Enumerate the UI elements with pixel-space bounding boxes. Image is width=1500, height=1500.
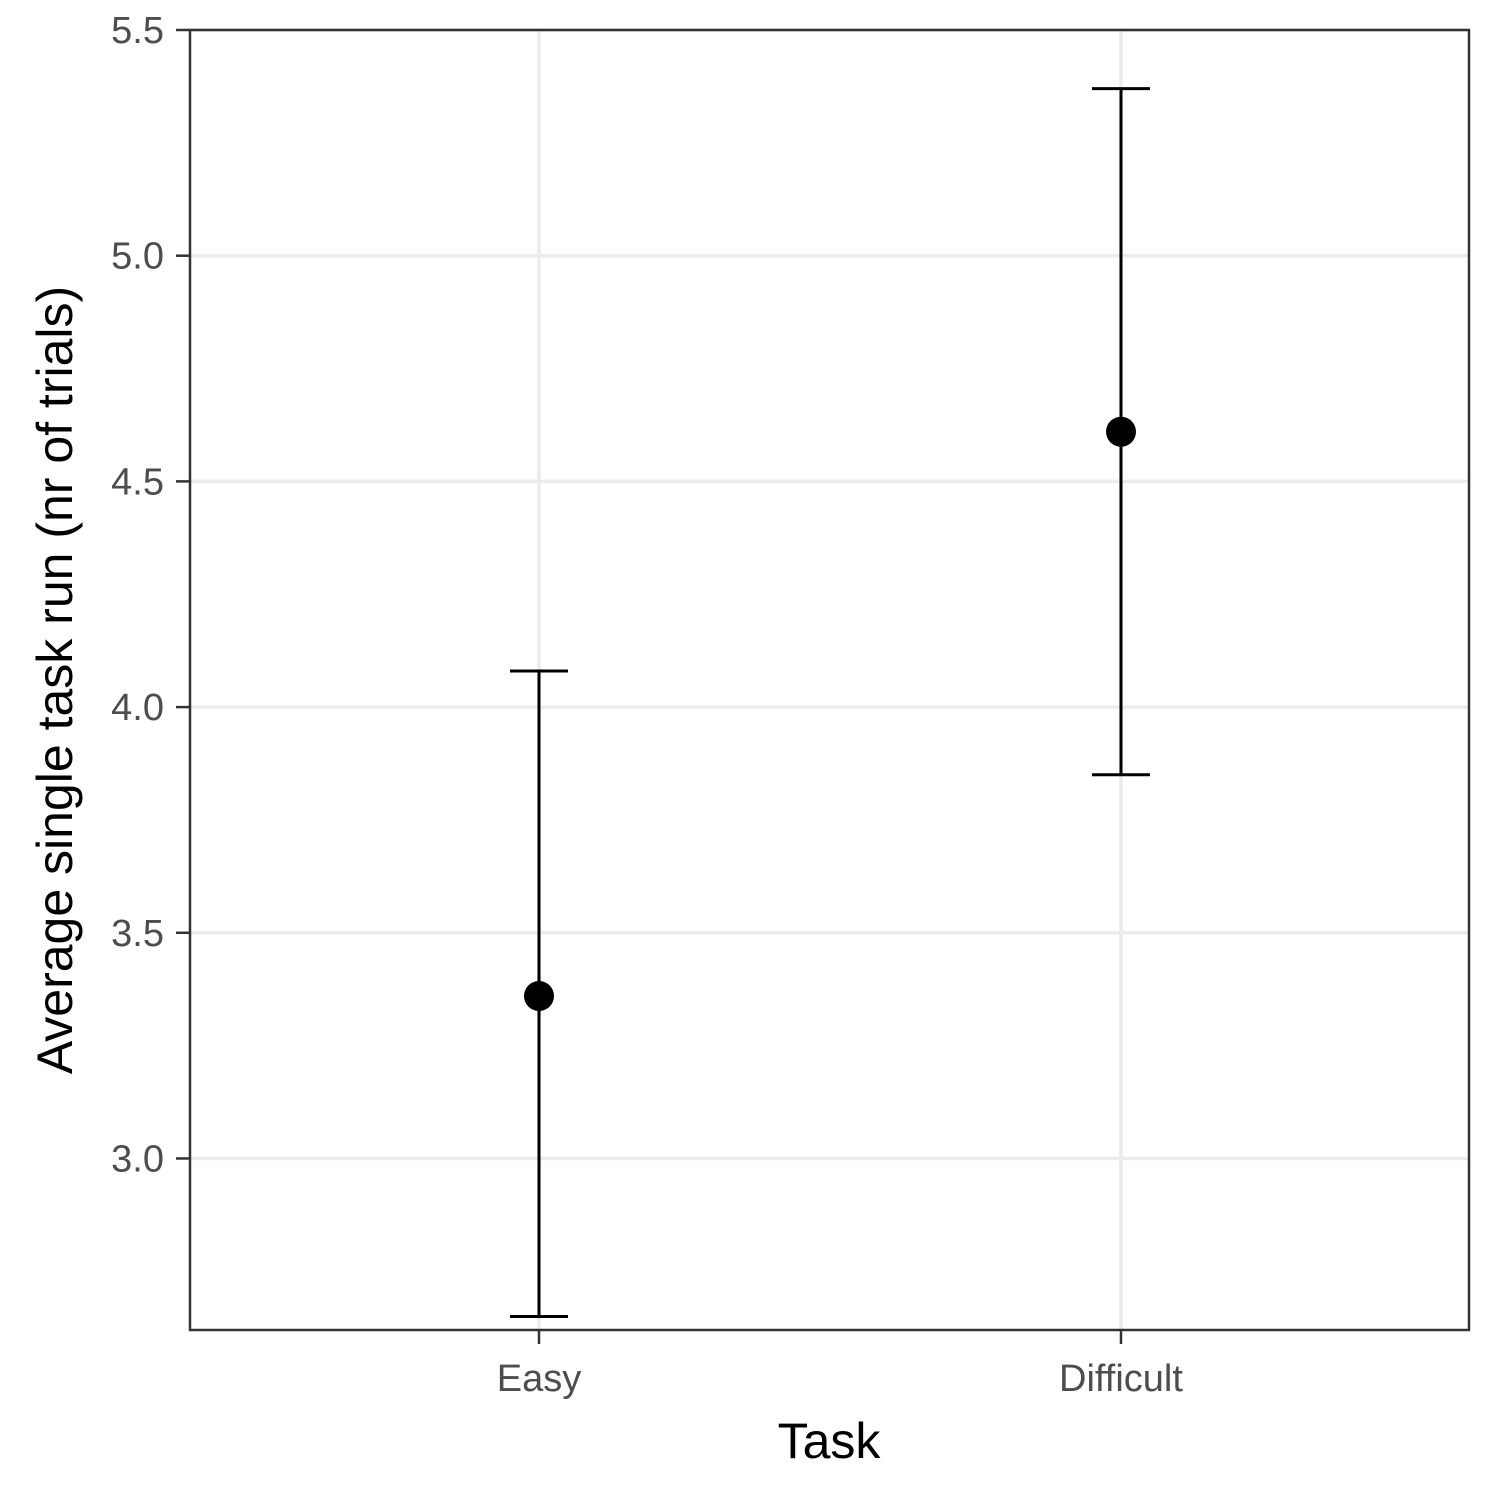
grid-lines: [190, 28, 1469, 1330]
y-tick-label: 3.5: [111, 913, 164, 955]
y-tick-label: 3.0: [111, 1138, 164, 1180]
y-tick-label: 4.5: [111, 461, 164, 503]
axis-layer: 3.0 3.5 4.0 4.5 5.0 5.5 Easy Difficult: [111, 10, 1183, 1400]
x-tick-label: Easy: [497, 1358, 581, 1400]
y-tick-label: 5.5: [111, 10, 164, 52]
y-tick-label: 4.0: [111, 687, 164, 729]
y-axis-title: Average single task run (nr of trials): [27, 286, 83, 1074]
data-layer: [510, 87, 1150, 1318]
y-tick-label: 5.0: [111, 236, 164, 278]
panel-border: [188, 28, 1471, 1332]
data-point: [524, 980, 554, 1011]
data-point: [1106, 416, 1136, 447]
x-axis-title: Task: [778, 1413, 882, 1469]
x-tick-label: Difficult: [1059, 1358, 1183, 1400]
